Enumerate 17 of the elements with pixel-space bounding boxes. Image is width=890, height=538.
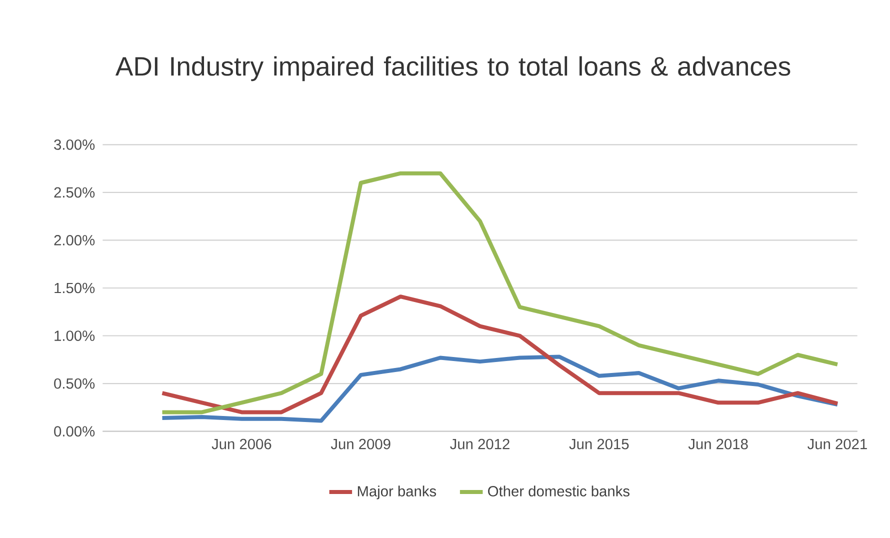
legend-label: Major banks xyxy=(358,486,436,500)
y-tick-label: 1.00% xyxy=(54,330,95,341)
line-series xyxy=(160,354,840,423)
x-tick-label: Jun 2009 xyxy=(330,438,390,450)
x-tick-label: Jun 2006 xyxy=(212,438,272,450)
y-tick-label: 0.50% xyxy=(54,378,95,389)
legend-label: Other domestic banks xyxy=(488,486,630,496)
y-tick-label: 1.50% xyxy=(54,282,95,294)
y-tick-label: 2.00% xyxy=(54,235,95,246)
chart-title: ADI Industry impaired facilities to total loans & advances xyxy=(115,56,790,82)
x-tick-label: Jun 2015 xyxy=(569,438,629,450)
y-tick-label: 2.50% xyxy=(54,187,95,198)
x-tick-label: Jun 2021 xyxy=(808,438,867,450)
y-tick-label: 0.00% xyxy=(54,426,95,437)
x-tick-label: Jun 2012 xyxy=(450,438,510,450)
x-tick-label: Jun 2018 xyxy=(688,438,748,450)
y-tick-label: 3.00% xyxy=(54,139,95,150)
